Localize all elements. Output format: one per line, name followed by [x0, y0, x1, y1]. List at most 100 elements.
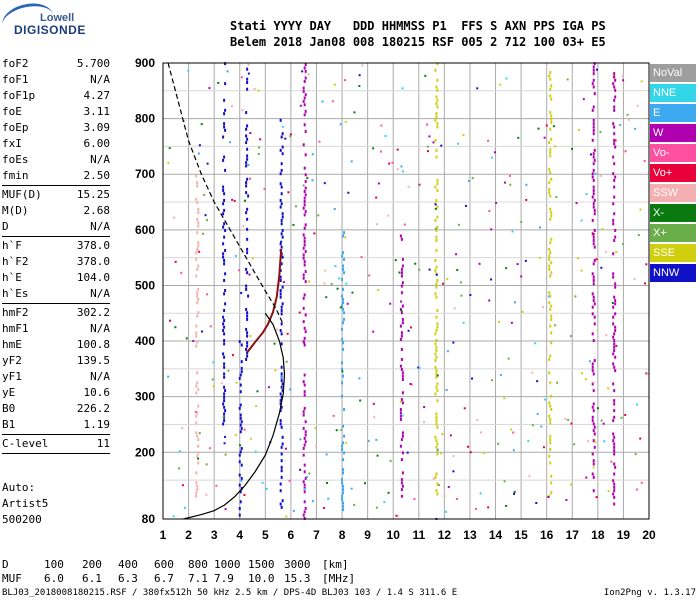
echo-point — [240, 420, 243, 424]
echo-point — [550, 490, 553, 493]
echo-point — [196, 247, 199, 251]
echo-point — [206, 162, 209, 165]
echo-point — [302, 296, 305, 300]
echo-point — [534, 342, 537, 345]
echo-point — [612, 172, 615, 176]
echo-point — [304, 93, 307, 97]
echo-point — [591, 195, 594, 199]
echo-point — [400, 347, 403, 351]
echo-point — [267, 386, 270, 389]
echo-point — [311, 179, 314, 182]
echo-point — [351, 291, 354, 294]
echo-point — [418, 367, 421, 370]
echo-point — [304, 63, 307, 67]
echo-point — [436, 78, 439, 82]
echo-point — [342, 347, 345, 351]
echo-point — [173, 216, 176, 219]
echo-point — [302, 446, 305, 450]
echo-point — [614, 329, 617, 333]
echo-point — [333, 83, 336, 86]
echo-point — [424, 74, 427, 77]
echo-point — [200, 330, 203, 333]
echo-point — [239, 413, 242, 417]
echo-point — [395, 514, 398, 517]
echo-point — [639, 437, 642, 440]
muf-value: 10.0 — [248, 572, 275, 585]
param-row: yE 10.6 — [2, 385, 110, 401]
echo-point — [592, 439, 595, 443]
echo-point — [195, 274, 198, 278]
param-separator — [2, 236, 110, 237]
echo-point — [435, 235, 438, 239]
echo-point — [342, 424, 345, 428]
echo-point — [615, 344, 618, 347]
echo-point — [435, 228, 438, 232]
echo-point — [593, 432, 596, 436]
echo-point — [279, 205, 282, 209]
echo-point — [434, 68, 437, 72]
echo-point — [358, 84, 361, 87]
echo-point — [549, 171, 552, 175]
echo-point — [604, 251, 607, 254]
echo-point — [445, 389, 448, 392]
echo-point — [592, 78, 595, 82]
echo-point — [512, 449, 515, 452]
echo-point — [361, 64, 364, 67]
echo-point — [281, 228, 284, 232]
echo-point — [614, 88, 617, 92]
echo-point — [233, 199, 236, 202]
echo-point — [591, 382, 594, 386]
echo-point — [550, 114, 553, 118]
echo-point — [223, 319, 226, 323]
echo-point — [569, 335, 572, 338]
legend-nne: NNE — [650, 84, 696, 102]
echo-point — [364, 482, 367, 485]
echo-point — [304, 76, 307, 80]
echo-point — [334, 265, 337, 268]
param-name: foF1p — [2, 89, 36, 102]
echo-point — [490, 228, 493, 231]
echo-point — [304, 223, 307, 227]
param-separator — [2, 303, 110, 304]
echo-point — [247, 63, 250, 66]
echo-point — [567, 419, 570, 422]
echo-point — [462, 134, 465, 137]
echo-point — [435, 372, 438, 376]
echo-point — [540, 425, 543, 428]
echo-point — [341, 444, 344, 448]
echo-point — [407, 329, 410, 332]
extraordinary-profile — [167, 62, 284, 325]
echo-point — [548, 414, 551, 418]
echo-point — [614, 325, 617, 329]
echo-point — [223, 342, 226, 346]
x-tick-label: 10 — [387, 528, 401, 542]
echo-point — [301, 70, 304, 73]
echo-point — [281, 215, 284, 219]
echo-point — [196, 484, 199, 488]
echo-point — [434, 332, 437, 336]
echo-point — [436, 425, 439, 429]
echo-point — [302, 380, 305, 384]
echo-point — [303, 470, 306, 474]
echo-point — [183, 506, 186, 509]
echo-point — [234, 254, 237, 257]
echo-point — [304, 210, 307, 214]
echo-point — [246, 157, 249, 161]
echo-point — [434, 365, 437, 369]
echo-point — [298, 311, 301, 314]
echo-point — [223, 198, 226, 202]
echo-point — [613, 402, 616, 406]
echo-point — [246, 87, 249, 91]
plot-grid — [162, 62, 650, 520]
echo-point — [342, 287, 345, 291]
echo-point — [389, 459, 392, 462]
echo-point — [549, 441, 552, 445]
echo-point — [350, 160, 353, 163]
echo-point — [246, 311, 249, 315]
echo-point — [594, 441, 597, 444]
param-value: 3.09 — [83, 121, 111, 134]
echo-point — [548, 167, 551, 171]
echo-point — [279, 198, 282, 202]
echo-point — [360, 256, 363, 259]
echo-point — [302, 273, 305, 277]
